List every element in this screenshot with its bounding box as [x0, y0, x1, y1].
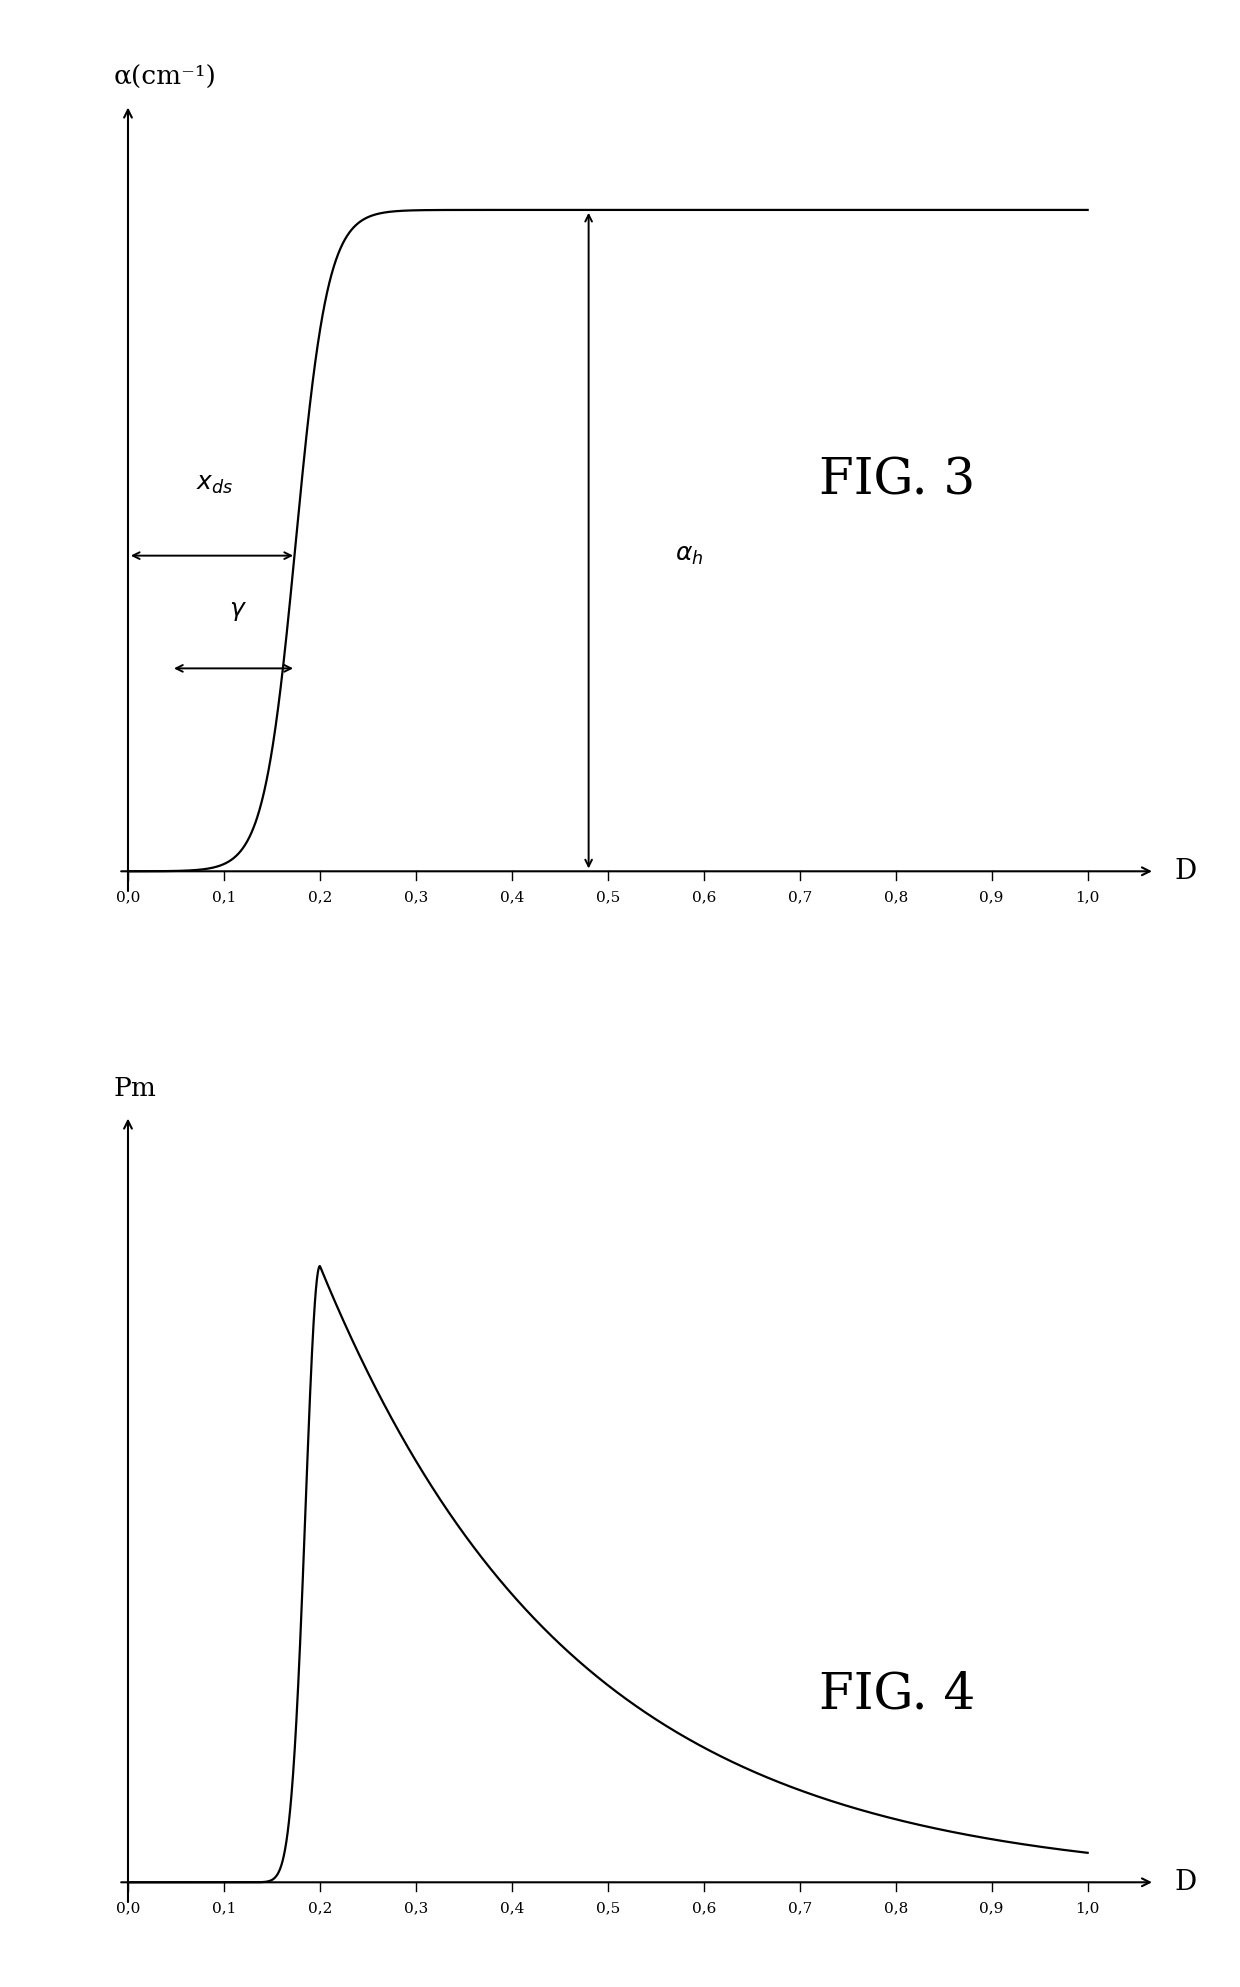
Text: 0,3: 0,3	[404, 1902, 428, 1915]
Text: 0,9: 0,9	[980, 890, 1004, 904]
Text: FIG. 3: FIG. 3	[818, 455, 975, 505]
Text: FIG. 4: FIG. 4	[818, 1669, 975, 1719]
Text: $\alpha_h$: $\alpha_h$	[675, 544, 703, 566]
Text: $x_{ds}$: $x_{ds}$	[196, 473, 233, 495]
Text: 0,2: 0,2	[308, 1902, 332, 1915]
Text: 0,7: 0,7	[787, 890, 812, 904]
Text: 0,0: 0,0	[115, 1902, 140, 1915]
Text: 0,8: 0,8	[884, 890, 908, 904]
Text: 0,5: 0,5	[595, 1902, 620, 1915]
Text: D: D	[1174, 858, 1197, 884]
Text: 0,3: 0,3	[404, 890, 428, 904]
Text: 0,0: 0,0	[115, 890, 140, 904]
Text: 0,7: 0,7	[787, 1902, 812, 1915]
Text: 0,4: 0,4	[500, 1902, 525, 1915]
Text: Pm: Pm	[114, 1075, 156, 1101]
Text: 0,2: 0,2	[308, 890, 332, 904]
Text: D: D	[1174, 1870, 1197, 1896]
Text: 0,6: 0,6	[692, 1902, 715, 1915]
Text: 0,1: 0,1	[212, 1902, 236, 1915]
Text: 1,0: 1,0	[1075, 1902, 1100, 1915]
Text: $\gamma$: $\gamma$	[229, 600, 247, 624]
Text: 0,6: 0,6	[692, 890, 715, 904]
Text: 0,1: 0,1	[212, 890, 236, 904]
Text: 0,5: 0,5	[595, 890, 620, 904]
Text: 1,0: 1,0	[1075, 890, 1100, 904]
Text: α(cm⁻¹): α(cm⁻¹)	[114, 66, 217, 89]
Text: 0,9: 0,9	[980, 1902, 1004, 1915]
Text: 0,8: 0,8	[884, 1902, 908, 1915]
Text: 0,4: 0,4	[500, 890, 525, 904]
